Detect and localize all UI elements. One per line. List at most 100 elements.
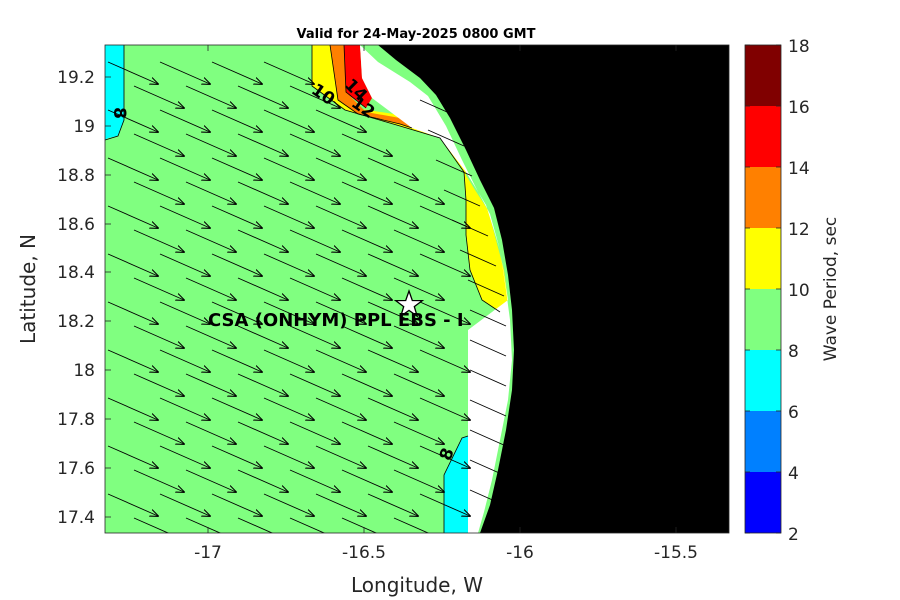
wave-arrow [133, 469, 184, 492]
colorbar-tick-label: 16 [788, 98, 810, 118]
wave-arrow [185, 421, 236, 444]
wave-arrow [133, 325, 184, 348]
x-tick-label: -16.5 [342, 543, 386, 563]
colorbar-ticks [745, 44, 781, 534]
wave-arrow [159, 205, 210, 228]
sea-period-12-14-region [330, 45, 412, 128]
wave-arrow [237, 277, 288, 300]
wave-arrow [159, 397, 210, 420]
wave-arrow [393, 421, 444, 444]
wave-arrow [341, 421, 392, 444]
wave-arrow [185, 517, 222, 533]
wave-arrow [263, 445, 314, 468]
sea-period-6-8-region-south [444, 436, 468, 533]
contour-label-8-northwest: 8 [109, 107, 129, 119]
wave-arrow [435, 159, 473, 177]
wave-direction-arrows [107, 61, 507, 533]
wave-arrow [469, 399, 507, 417]
wave-arrow [133, 517, 170, 533]
wave-arrow [185, 229, 236, 252]
wave-arrow [469, 429, 507, 447]
wave-arrow [211, 109, 262, 132]
wave-arrow [469, 309, 507, 327]
wave-arrow [211, 61, 262, 84]
wave-arrow [315, 349, 366, 372]
wave-arrow [393, 325, 444, 348]
wave-arrow [211, 397, 262, 420]
wave-arrow [315, 445, 366, 468]
wave-arrow [467, 279, 505, 297]
wave-arrow [237, 421, 288, 444]
y-tick-label: 18.2 [57, 312, 95, 332]
wave-arrow [367, 301, 418, 324]
wave-arrow [289, 373, 340, 396]
colorbar-tick-label: 2 [788, 525, 799, 545]
wave-arrow [419, 349, 470, 372]
wave-arrow [237, 133, 288, 156]
wave-arrow [419, 445, 470, 468]
y-tick-label: 18 [73, 361, 95, 381]
x-axis [207, 45, 677, 533]
wave-arrow [237, 325, 288, 348]
wave-arrow [341, 469, 392, 492]
wave-arrow [133, 85, 184, 108]
wave-arrow [419, 493, 470, 516]
station-star-icon[interactable] [393, 289, 425, 318]
wave-arrow [159, 253, 210, 276]
colorbar-band [745, 167, 781, 228]
wave-arrow [263, 349, 314, 372]
sea-period-10-12-region-north [312, 45, 466, 180]
y-tick-label: 19 [73, 117, 95, 137]
colorbar-tick-label: 8 [788, 342, 799, 362]
colorbar: 18 16 14 12 10 8 6 4 2 Wave Period, sec [744, 37, 841, 545]
colorbar-bands [745, 45, 781, 533]
colorbar-tick-label: 4 [788, 464, 799, 484]
wave-arrow [341, 373, 392, 396]
wave-arrow [211, 205, 262, 228]
colorbar-band [745, 350, 781, 411]
wave-arrow [159, 349, 210, 372]
colorbar-band [745, 45, 781, 106]
wave-arrow [263, 157, 314, 180]
sea-period-10-12-region-coast [464, 172, 508, 312]
map-title: Valid for 24-May-2025 0800 GMT [297, 27, 536, 42]
wave-arrow [289, 181, 340, 204]
wave-arrow [315, 301, 366, 324]
wave-arrow [159, 493, 210, 516]
wave-arrow [427, 129, 465, 147]
wave-arrow [263, 397, 314, 420]
colorbar-tick-label: 12 [788, 220, 810, 240]
wave-arrow [263, 205, 314, 228]
colorbar-tick-label: 10 [788, 281, 810, 301]
wave-arrow [237, 229, 288, 252]
wave-arrow [341, 133, 392, 156]
wave-arrow [367, 349, 418, 372]
station-label: CSA (ONHYM) PPL EBS - I [208, 310, 464, 331]
plot-area [105, 45, 729, 533]
wave-arrow [107, 253, 158, 276]
wave-arrow [237, 517, 274, 533]
wave-arrow [367, 445, 418, 468]
wave-arrow [133, 181, 184, 204]
wave-arrow [185, 133, 236, 156]
wave-arrow [289, 277, 340, 300]
y-tick-label: 18.4 [57, 263, 95, 283]
y-axis [105, 76, 111, 518]
wave-arrow [367, 397, 418, 420]
wave-arrow [469, 459, 507, 477]
wave-arrow [159, 445, 210, 468]
wave-arrow [107, 445, 158, 468]
wave-arrow [469, 489, 507, 507]
x-tick-label: -15.5 [654, 543, 698, 563]
wave-arrow [451, 219, 489, 237]
colorbar-title: Wave Period, sec [821, 217, 841, 362]
wave-arrow [315, 253, 366, 276]
wave-arrow [211, 253, 262, 276]
y-tick-label: 19.2 [57, 68, 95, 88]
y-tick-label: 17.4 [57, 508, 95, 528]
wave-arrow [211, 445, 262, 468]
nearshore-no-data-region [360, 45, 512, 533]
plot-frame [104, 44, 730, 534]
x-tick-label: -17 [194, 543, 222, 563]
colorbar-band [745, 228, 781, 289]
